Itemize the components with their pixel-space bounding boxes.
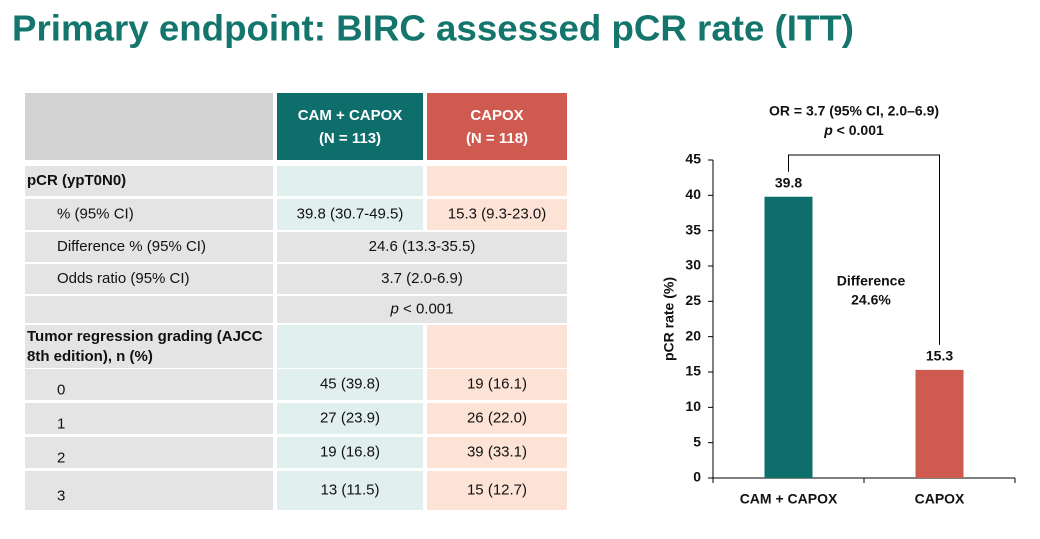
column-n: (N = 113) [319,130,381,147]
label-cell [25,199,273,230]
cell-bg [277,199,423,230]
column-n: (N = 118) [466,130,528,147]
column-name: CAM + CAPOX [298,107,403,124]
section-label: 8th edition), n (%) [27,348,153,365]
cell-value: 13 (11.5) [321,481,380,498]
cell-value: 19 (16.8) [320,443,380,460]
p-value: p < 0.001 [390,300,454,317]
span-cell [277,232,567,262]
x-tick-label: CAM + CAPOX [740,491,838,507]
cell-bg [277,403,423,434]
label-cell [25,437,273,468]
column-name: CAPOX [470,107,523,124]
y-tick-label: 20 [685,327,701,343]
p-value-rest: < 0.001 [399,300,454,317]
chart-p-value-italic: p [823,122,833,138]
cell-bg [427,437,567,468]
row-label: 2 [57,449,65,466]
span-cell [277,296,567,323]
cell-bg [277,369,423,400]
row-label: 0 [57,381,65,398]
label-cell [25,296,273,323]
y-tick-label: 10 [685,398,701,414]
cell-value: 26 (22.0) [467,409,527,426]
span-value: 3.7 (2.0-6.9) [381,270,463,287]
label-cell [25,471,273,510]
cell-value: 45 (39.8) [320,375,380,392]
column-header [427,93,567,160]
y-tick-label: 35 [685,221,701,237]
value-label: 15.3 [926,348,953,364]
cell-bg [427,325,567,368]
cell-bg [277,166,423,196]
difference-bracket [788,154,940,345]
bar [915,369,964,478]
cell-value: 15.3 (9.3-23.0) [448,205,546,222]
column-header [277,93,423,160]
slide-title: Primary endpoint: BIRC assessed pCR rate… [12,8,854,49]
section-label: Tumor regression grading (AJCC [27,328,263,345]
cell-value: 39 (33.1) [467,443,527,460]
y-tick-label: 45 [685,151,701,167]
cell-bg [277,325,423,368]
row-label: Difference % (95% CI) [57,238,206,255]
x-tick-label: CAPOX [915,491,965,507]
label-cell [25,403,273,434]
label-cell [25,325,273,368]
cell-bg [427,471,567,510]
cell-bg [427,403,567,434]
y-tick-label: 25 [685,292,701,308]
y-tick-label: 30 [685,257,701,273]
y-tick-label: 40 [685,186,701,202]
cell-bg [277,437,423,468]
label-cell [25,166,273,196]
annotation: OR = 3.7 (95% CI, 2.0–6.9) [769,103,939,119]
header-blank [25,93,273,160]
label-cell [25,369,273,400]
cell-value: 19 (16.1) [467,375,527,392]
chart-p-value: p < 0.001 [823,122,884,138]
y-tick-label: 15 [685,363,701,379]
span-value: 24.6 (13.3-35.5) [369,238,476,255]
cell-bg [427,166,567,196]
cell-value: 15 (12.7) [467,481,527,498]
value-label: 39.8 [775,174,802,190]
y-tick-label: 0 [693,469,701,485]
label-cell [25,232,273,262]
cell-bg [277,471,423,510]
cell-value: 27 (23.9) [320,409,380,426]
label-cell [25,264,273,294]
y-axis-label: pCR rate (%) [661,277,677,361]
cell-value: 39.8 (30.7-49.5) [297,205,404,222]
row-label: % (95% CI) [57,205,134,222]
difference-label: Difference [837,273,906,289]
y-tick-label: 5 [693,433,701,449]
p-value-italic: p [390,300,399,317]
cell-bg [427,369,567,400]
difference-label: 24.6% [851,292,891,308]
section-label: pCR (ypT0N0) [27,172,126,189]
chart-p-value-rest: < 0.001 [833,122,884,138]
span-cell [277,264,567,294]
cell-bg [427,199,567,230]
row-label: Odds ratio (95% CI) [57,270,190,287]
bar [764,196,813,478]
row-label: 3 [57,487,65,504]
row-label: 1 [57,415,65,432]
